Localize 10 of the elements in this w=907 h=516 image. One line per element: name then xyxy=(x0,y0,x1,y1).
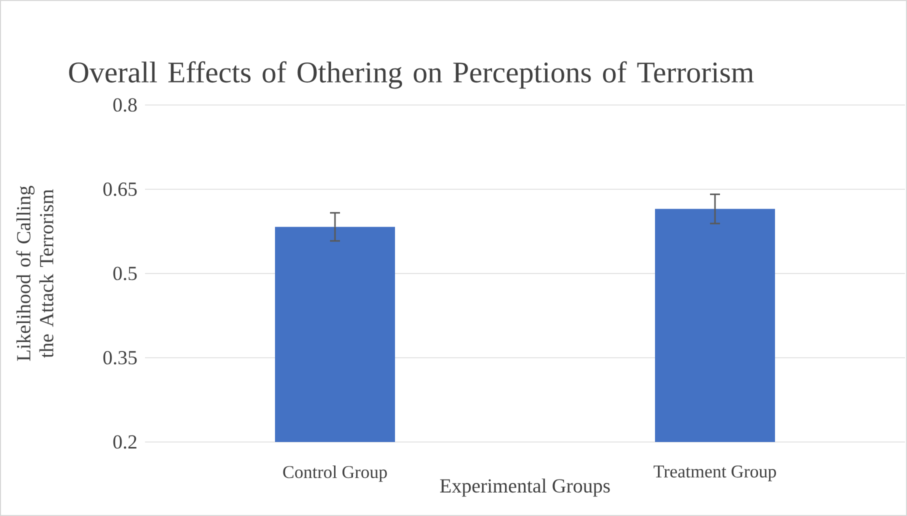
y-tick-label: 0.35 xyxy=(103,350,137,365)
y-tick-label: 0.8 xyxy=(113,98,137,112)
x-tick-label: Control Group xyxy=(283,466,387,482)
x-tick-label: Treatment Group xyxy=(654,466,776,482)
y-tick-label: 0.65 xyxy=(103,182,137,196)
y-axis-title: Likelihood of Calling the Attack Terrorism xyxy=(16,186,54,361)
y-tick-label: 0.5 xyxy=(113,266,137,280)
x-axis-title: Experimental Groups xyxy=(440,478,610,497)
chart-title: Overall Effects of Othering on Perceptions of Terrorism xyxy=(69,61,754,89)
y-tick-label: 0.2 xyxy=(113,435,136,449)
